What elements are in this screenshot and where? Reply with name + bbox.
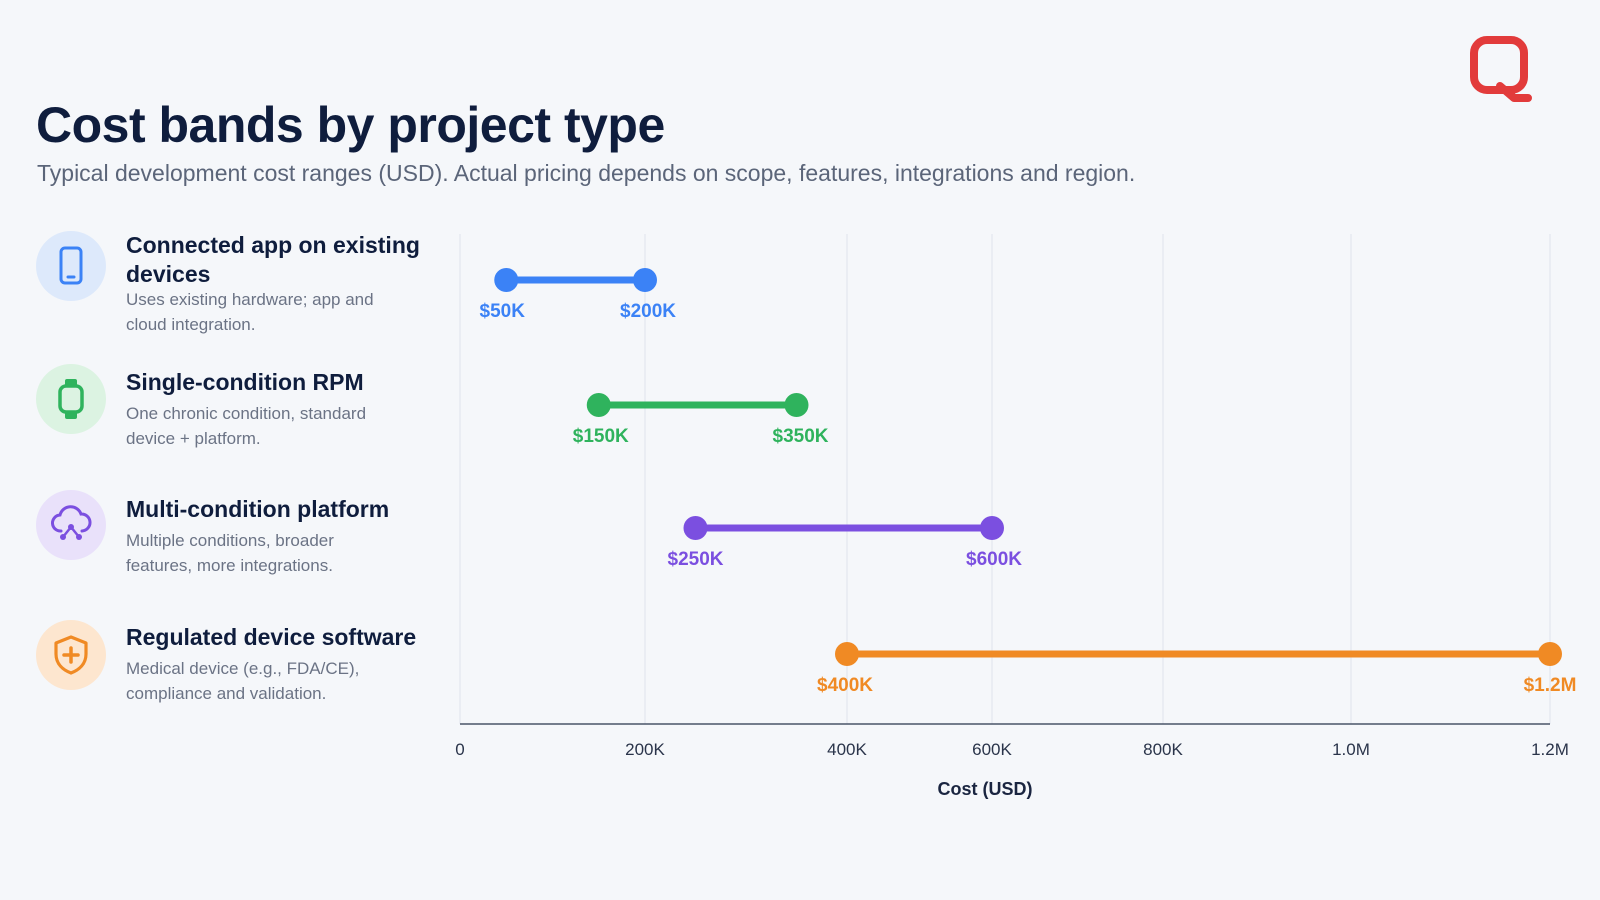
range-max-label: $350K [773,426,829,447]
range-max-point [980,516,1004,540]
range-min-point [586,393,611,417]
page-title: Cost bands by project type [36,97,665,153]
x-tick-label: 200K [625,740,665,759]
x-tick-label: 1.2M [1531,740,1569,759]
range-min-point [683,516,708,540]
category-description: Multiple conditions, broader features, m… [126,531,334,575]
range-max-point [1538,642,1562,666]
category-row-single-condition: Single-condition RPM One chronic conditi… [36,364,436,484]
shield-plus-icon [54,635,88,675]
range-min-point [494,268,519,292]
range-min-label: $400K [817,675,873,696]
category-row-connected-app: Connected app on existing devices Uses e… [36,231,436,351]
x-tick-label: 1.0M [1332,740,1370,759]
range-max-point [633,268,657,292]
category-badge [36,231,106,301]
category-title: Regulated device software [126,624,417,650]
category-badge [36,490,106,560]
range-max-label: $1.2M [1524,675,1577,696]
category-row-regulated-device: Regulated device software Medical device… [36,620,436,740]
category-description: Medical device (e.g., FDA/CE), complianc… [126,659,360,703]
category-badge [36,364,106,434]
x-tick-label: 600K [972,740,1012,759]
smartwatch-icon [58,379,84,419]
category-description: Uses existing hardware; app and cloud in… [126,290,374,334]
q-chat-logo-icon [1470,36,1532,102]
category-title: Connected app on existing devices [126,232,420,287]
category-row-multi-condition: Multi-condition platform Multiple condit… [36,490,436,610]
category-badge [36,620,106,690]
category-title: Single-condition RPM [126,369,364,395]
range-min-label: $250K [668,549,724,570]
range-min-point [835,642,859,666]
category-title: Multi-condition platform [126,496,390,522]
smartphone-icon [59,246,83,285]
range-max-label: $200K [620,301,676,322]
x-tick-label: 0 [455,740,464,759]
range-max-label: $600K [966,549,1022,570]
category-description: One chronic condition, standard device +… [126,404,367,448]
x-tick-label: 400K [827,740,867,759]
x-axis-title: Cost (USD) [938,779,1033,799]
range-min-label: $50K [480,301,526,322]
range-min-label: $150K [573,426,629,447]
range-max-point [784,393,809,417]
cloud-network-icon [51,505,92,540]
x-tick-label: 800K [1143,740,1183,759]
page-subtitle: Typical development cost ranges (USD). A… [37,160,1136,186]
